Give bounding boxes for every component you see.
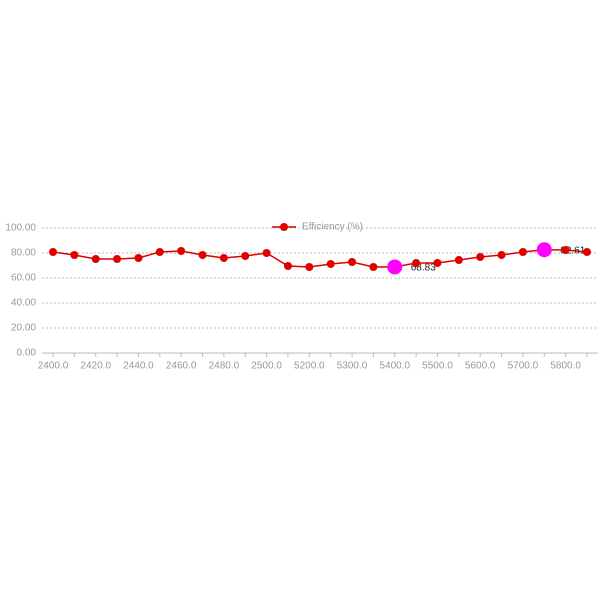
point xyxy=(433,259,442,267)
legend-marker xyxy=(280,223,288,231)
x-tick-label: 2460.0 xyxy=(166,361,197,372)
point xyxy=(497,251,506,259)
x-tick-label: 5700.0 xyxy=(508,361,539,372)
point xyxy=(476,253,485,261)
x-tick-label: 2400.0 xyxy=(38,361,69,372)
x-tick-label: 2500.0 xyxy=(251,361,282,372)
point xyxy=(91,255,100,263)
point xyxy=(561,246,570,254)
x-tick-label: 5300.0 xyxy=(337,361,368,372)
y-tick-label: 0.00 xyxy=(17,348,37,359)
y-tick-label: 40.00 xyxy=(11,298,36,309)
point xyxy=(348,258,357,266)
point xyxy=(177,247,186,255)
highlight-point xyxy=(536,242,552,258)
y-tick-label: 80.00 xyxy=(11,248,36,259)
point xyxy=(241,252,250,260)
point xyxy=(518,248,527,256)
point xyxy=(49,248,57,256)
legend-label: Efficiency (%) xyxy=(302,222,363,233)
x-tick-label: 2420.0 xyxy=(80,361,111,372)
point xyxy=(412,259,421,267)
point xyxy=(219,254,228,262)
data-label: 68.83 xyxy=(411,263,436,274)
point xyxy=(326,260,335,268)
point xyxy=(198,251,207,259)
x-tick-label: 2480.0 xyxy=(209,361,240,372)
point xyxy=(134,254,143,262)
y-tick-label: 100.00 xyxy=(5,223,36,234)
series-line xyxy=(52,248,588,268)
x-tick-label: 5200.0 xyxy=(294,361,325,372)
x-tick-label: 5500.0 xyxy=(422,361,453,372)
point xyxy=(369,263,378,271)
x-tick-label: 5600.0 xyxy=(465,361,496,372)
x-tick-label: 5800.0 xyxy=(550,361,581,372)
point xyxy=(305,263,314,271)
data-label: 82.61 xyxy=(560,245,585,256)
x-tick-label: 5400.0 xyxy=(379,361,410,372)
point xyxy=(283,262,292,270)
point xyxy=(113,255,122,263)
y-tick-label: 20.00 xyxy=(11,323,36,334)
y-tick-label: 60.00 xyxy=(11,273,36,284)
point xyxy=(262,249,271,257)
x-tick-label: 2440.0 xyxy=(123,361,154,372)
point xyxy=(454,256,463,264)
highlight-point xyxy=(387,259,403,275)
point xyxy=(583,248,591,256)
point xyxy=(70,251,79,259)
point xyxy=(155,248,164,256)
